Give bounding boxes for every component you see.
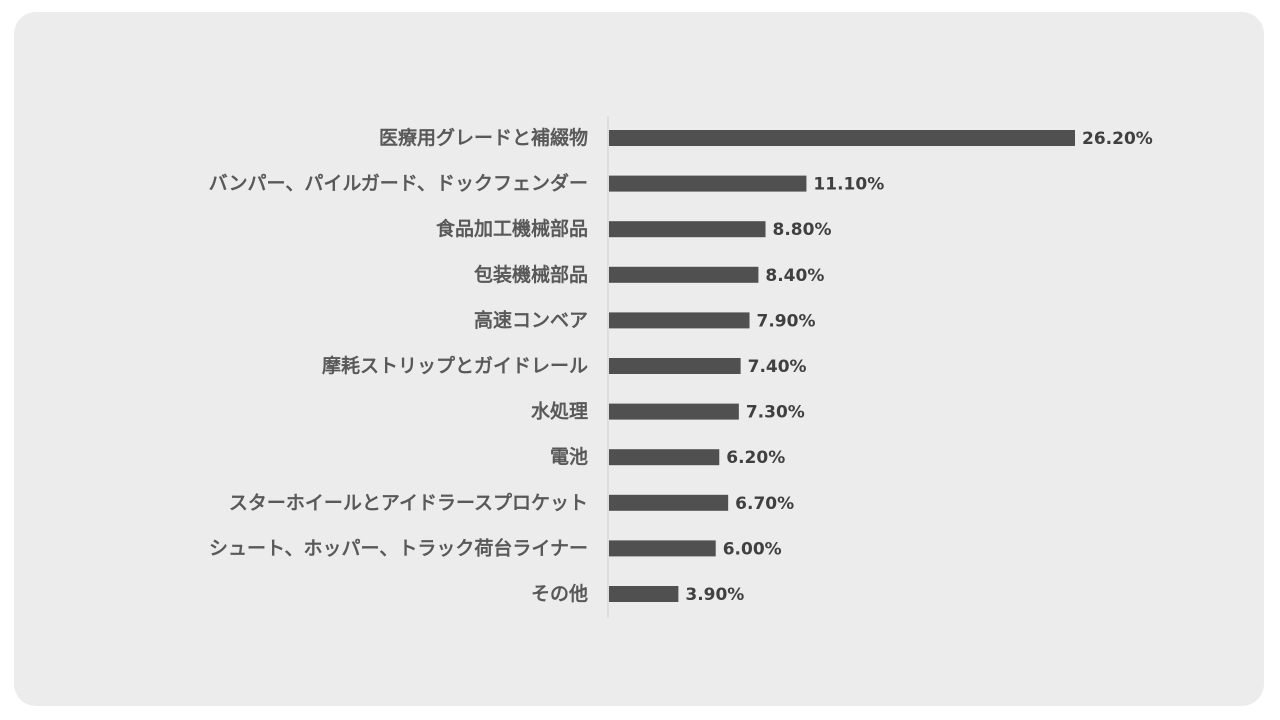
category-label: 高速コンベア <box>474 308 588 331</box>
bar <box>609 403 739 420</box>
value-label: 6.20% <box>726 448 785 468</box>
value-label: 8.40% <box>765 266 824 286</box>
category-label: シュート、ホッパー、トラック荷台ライナー <box>209 536 588 559</box>
value-label: 11.10% <box>813 175 884 195</box>
value-label: 7.30% <box>746 403 805 423</box>
bar <box>609 130 1075 146</box>
category-label: 包装機械部品 <box>474 263 588 286</box>
category-label: その他 <box>531 582 588 605</box>
value-label: 7.40% <box>748 357 807 377</box>
value-label: 3.90% <box>685 585 744 605</box>
bar <box>609 266 759 283</box>
bar <box>609 540 716 557</box>
category-label: 水処理 <box>531 400 588 423</box>
bar <box>609 175 807 192</box>
value-label: 6.70% <box>735 494 794 514</box>
bar <box>609 494 729 511</box>
bar <box>609 358 741 374</box>
category-label: スターホイールとアイドラースプロケット <box>229 491 588 514</box>
category-label: 食品加工機械部品 <box>436 217 588 240</box>
category-label: 医療用グレードと補綴物 <box>379 126 588 149</box>
category-label: 摩耗ストリップとガイドレール <box>322 354 588 377</box>
value-label: 26.20% <box>1082 129 1153 149</box>
bar <box>609 312 750 329</box>
value-label: 7.90% <box>757 311 816 331</box>
value-label: 8.80% <box>773 220 832 240</box>
bar <box>609 221 766 238</box>
category-label: 電池 <box>550 445 588 468</box>
value-label: 6.00% <box>723 539 782 559</box>
bar <box>609 449 720 466</box>
bar <box>609 586 679 602</box>
category-label: バンパー、パイルガード、ドックフェンダー <box>209 172 588 195</box>
bars-group: 医療用グレードと補綴物 26.20% バンパー、パイルガード、ドックフェンダー 11.… <box>209 126 1153 605</box>
